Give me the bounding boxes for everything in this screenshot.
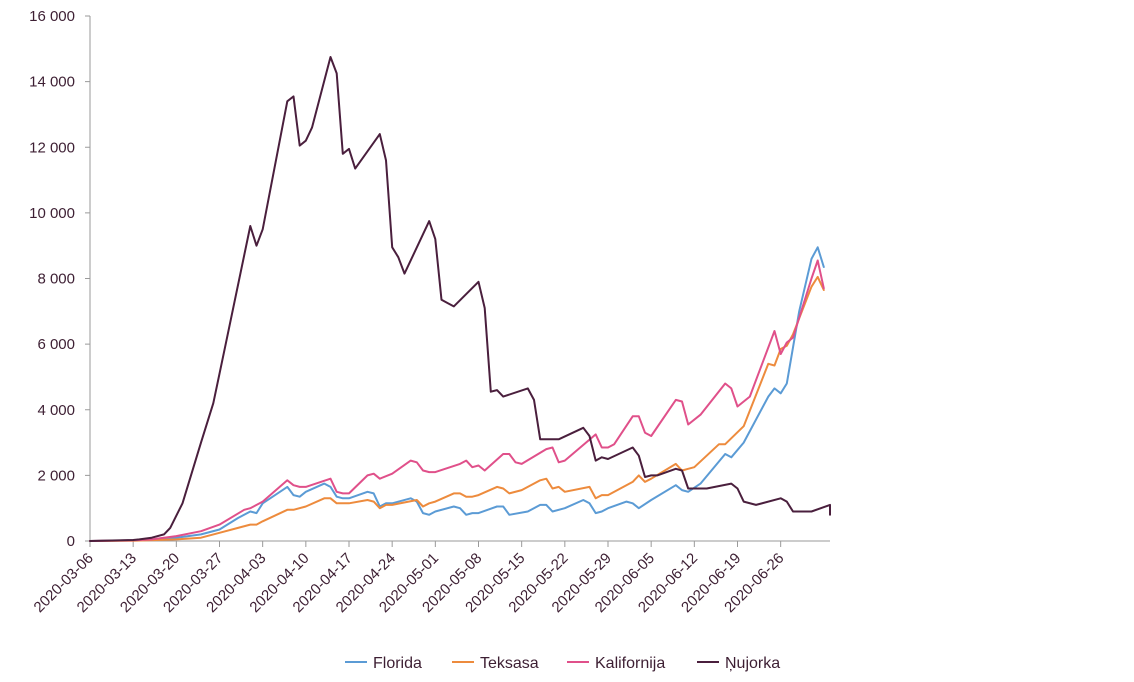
y-tick-label: 8 000 (37, 271, 75, 288)
series-lines (89, 56, 831, 542)
y-tick-label: 16 000 (29, 8, 75, 25)
y-tick-label: 14 000 (29, 74, 75, 91)
series-line-3 (89, 259, 825, 542)
y-tick-label: 0 (67, 533, 75, 550)
legend: Florida Teksasa Kalifornija Ņujorka (345, 655, 780, 672)
series-line-1 (89, 246, 825, 542)
series-line-4 (89, 56, 831, 542)
legend-label: Ņujorka (725, 655, 780, 672)
y-tick-label: 6 000 (37, 336, 75, 353)
y-tick-label: 12 000 (29, 139, 75, 156)
x-axis: 2020-03-062020-03-132020-03-202020-03-27… (31, 540, 830, 616)
y-tick-label: 2 000 (37, 467, 75, 484)
y-axis: 0 2 000 4 000 6 000 8 000 10 000 12 000 14 000 1… (29, 8, 91, 550)
y-tick-label: 4 000 (37, 402, 75, 419)
legend-label: Kalifornija (595, 655, 665, 672)
y-tick-label: 10 000 (29, 205, 75, 222)
series-line-2 (89, 275, 825, 542)
legend-label: Florida (373, 655, 422, 672)
legend-label: Teksasa (480, 655, 539, 672)
